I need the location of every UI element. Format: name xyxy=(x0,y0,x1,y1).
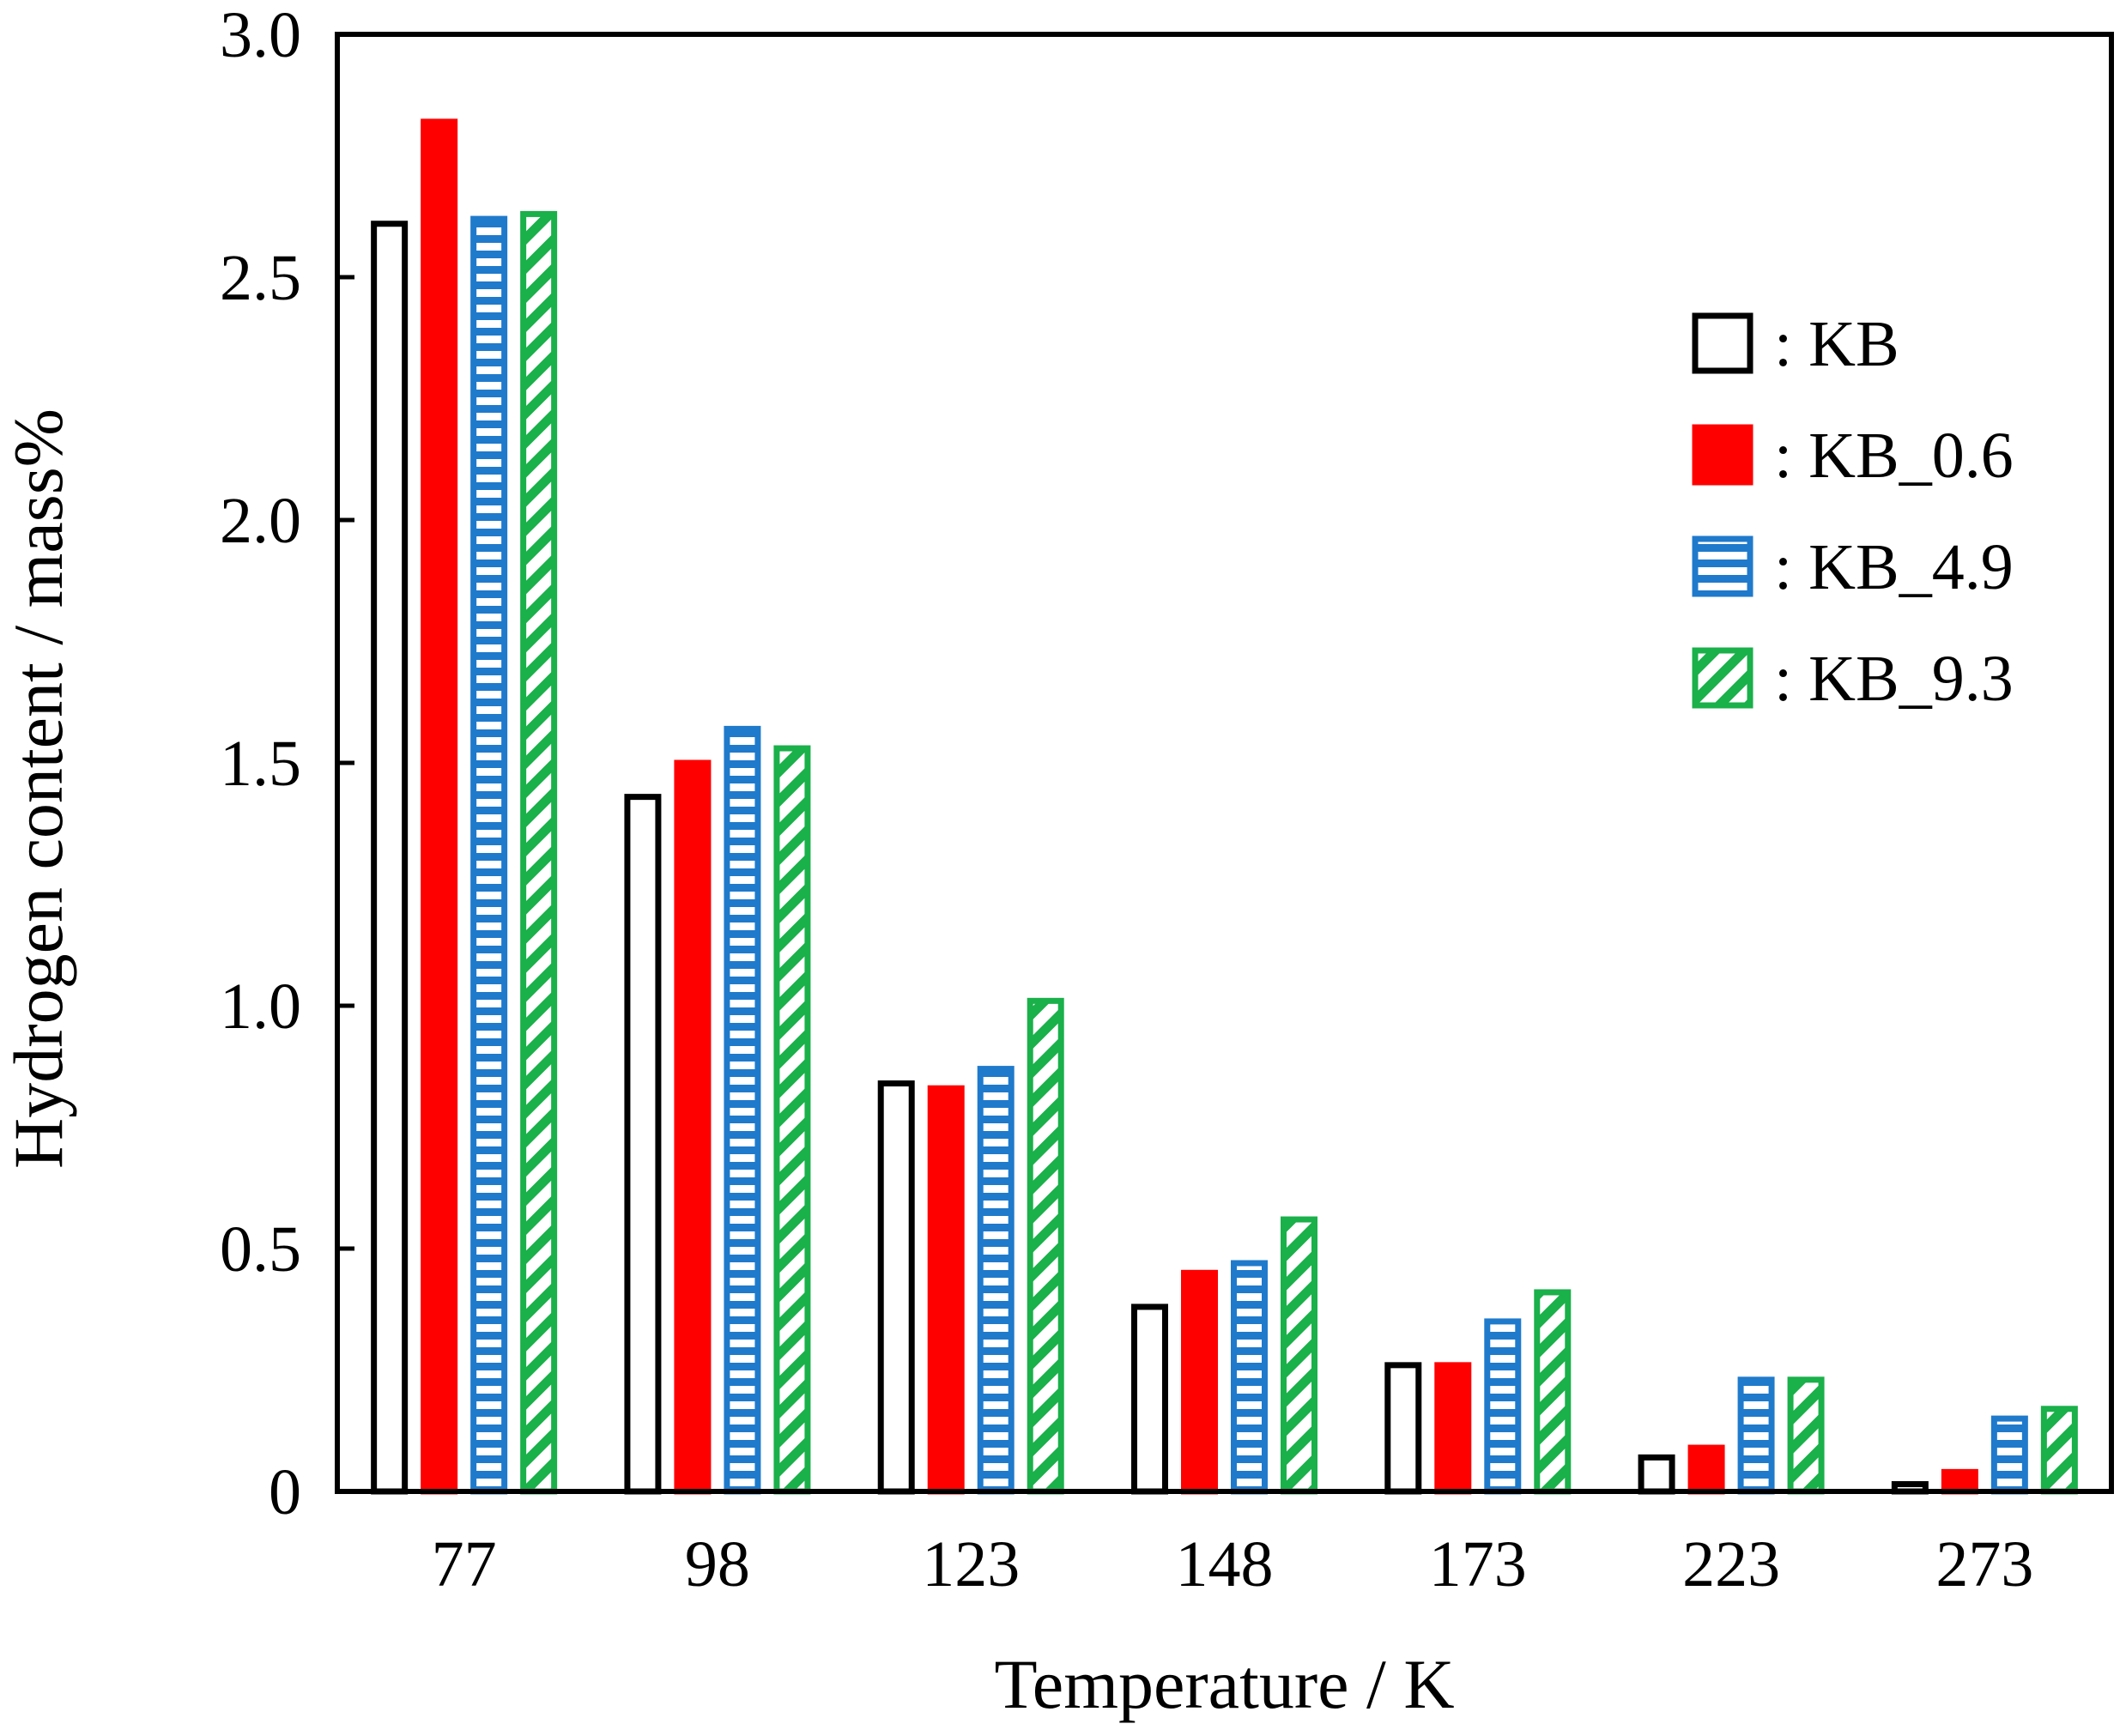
x-tick-label: 173 xyxy=(1429,1528,1527,1600)
bar-KB_0.6-123 xyxy=(927,1085,965,1495)
y-axis-label: Hydrogen content / mass% xyxy=(0,408,77,1169)
bar-KB_9.3-123 xyxy=(1027,997,1064,1495)
bar-KB_0.6-98 xyxy=(674,759,712,1495)
x-tick-label: 123 xyxy=(922,1528,1020,1600)
y-tick-label: 2.0 xyxy=(220,485,301,557)
bar-KB_9.3-223 xyxy=(1787,1376,1825,1495)
bar-KB_9.3-173 xyxy=(1534,1289,1572,1495)
x-axis-label: Temperature / K xyxy=(994,1645,1454,1723)
bar-KB_4.9-173 xyxy=(1484,1318,1522,1495)
y-tick-label: 3.0 xyxy=(220,0,301,71)
y-axis: 0 0.5 1.0 1.5 2.0 2.5 3.0 xyxy=(220,0,354,1528)
bar-KB_4.9-123 xyxy=(977,1066,1015,1495)
x-tick-label: 223 xyxy=(1682,1528,1780,1600)
bar-KB_4.9-223 xyxy=(1737,1376,1775,1495)
plot-area-frame xyxy=(335,32,2114,1494)
legend-swatch-KB_4.9 xyxy=(1692,535,1753,597)
legend: : KB : KB_0.6 : KB_4.9 : KB_9.3 xyxy=(1692,308,2014,715)
bar-KB_4.9-273 xyxy=(1990,1415,2028,1495)
legend-label-KB_4.9: : KB_4.9 xyxy=(1774,531,2014,603)
legend-swatch-KB_9.3 xyxy=(1692,647,1753,709)
bar-KB-148 xyxy=(1131,1304,1168,1495)
bar-KB_0.6-223 xyxy=(1687,1444,1725,1495)
bar-KB_9.3-148 xyxy=(1281,1216,1317,1495)
y-tick-label: 1.5 xyxy=(220,728,301,800)
legend-label-KB_9.3: : KB_9.3 xyxy=(1774,643,2014,715)
x-tick-label: 273 xyxy=(1935,1528,2033,1600)
legend-label-KB: : KB xyxy=(1774,308,1899,380)
bar-KB-98 xyxy=(624,794,662,1495)
bar-KB-173 xyxy=(1384,1362,1422,1495)
bar-KB_0.6-77 xyxy=(421,118,458,1495)
y-tick-label: 2.5 xyxy=(220,242,301,314)
x-tick-label: 77 xyxy=(432,1528,497,1600)
bar-KB_9.3-273 xyxy=(2040,1406,2078,1495)
bar-KB_9.3-77 xyxy=(520,210,558,1495)
bar-KB_9.3-98 xyxy=(773,745,811,1495)
bar-KB-223 xyxy=(1638,1454,1675,1495)
x-axis: 77 98 123 148 173 223 273 xyxy=(432,1528,2034,1600)
bars-layer xyxy=(371,118,2078,1495)
legend-swatch-KB xyxy=(1692,312,1753,374)
bar-KB_4.9-148 xyxy=(1231,1260,1268,1495)
y-tick-label: 1.0 xyxy=(220,971,301,1043)
bar-KB_0.6-173 xyxy=(1434,1362,1472,1495)
bar-KB_4.9-77 xyxy=(470,215,508,1495)
legend-swatch-KB_0.6 xyxy=(1692,424,1753,486)
bar-KB_0.6-148 xyxy=(1181,1269,1218,1495)
y-tick-label: 0.5 xyxy=(220,1213,301,1285)
bar-KB-123 xyxy=(877,1080,915,1495)
bar-KB_0.6-273 xyxy=(1941,1468,1978,1495)
x-tick-label: 98 xyxy=(685,1528,750,1600)
legend-label-KB_0.6: : KB_0.6 xyxy=(1774,420,2014,492)
bar-KB_4.9-98 xyxy=(724,725,761,1495)
y-tick-label: 0 xyxy=(269,1456,301,1528)
bar-KB-77 xyxy=(371,221,409,1495)
x-tick-label: 148 xyxy=(1176,1528,1274,1600)
